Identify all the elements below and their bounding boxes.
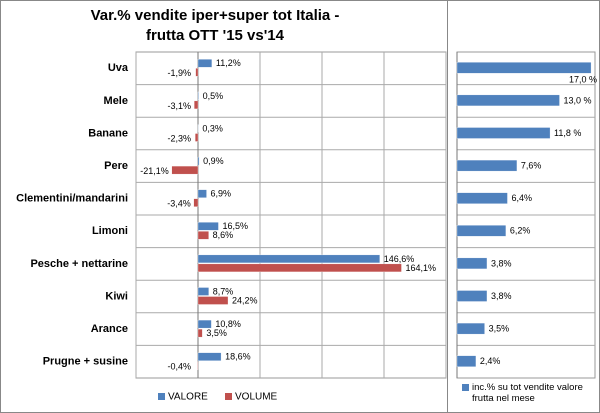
value-label: -0,4% xyxy=(167,362,191,372)
bar xyxy=(197,156,200,166)
value-label: 18,6% xyxy=(225,352,251,362)
value-label: 13,0 % xyxy=(564,95,592,105)
bar xyxy=(197,296,229,305)
legend-swatch xyxy=(158,393,165,400)
value-label: 0,9% xyxy=(203,156,224,166)
legend-label: VOLUME xyxy=(235,392,278,403)
bar xyxy=(197,287,209,296)
bar xyxy=(194,100,199,110)
category-label: Limoni xyxy=(92,225,128,237)
bar xyxy=(197,254,380,264)
bar xyxy=(456,257,488,270)
value-label: 6,2% xyxy=(510,226,531,236)
category-label: Kiwi xyxy=(105,290,128,302)
bar xyxy=(197,352,222,361)
value-label: 10,8% xyxy=(215,319,241,329)
value-label: 3,8% xyxy=(491,258,512,268)
category-label: Arance xyxy=(91,323,128,335)
category-label: Pere xyxy=(104,160,128,172)
value-label: 146,6% xyxy=(384,254,415,264)
value-label: 3,5% xyxy=(489,323,510,333)
category-label: Clementini/mandarini xyxy=(16,193,128,205)
bar xyxy=(197,59,213,68)
bar xyxy=(197,189,207,198)
bar xyxy=(197,231,209,240)
chart-title: frutta OTT '15 vs'14 xyxy=(146,27,285,44)
value-label: 3,8% xyxy=(491,291,512,301)
value-label: -3,1% xyxy=(167,101,191,111)
bar xyxy=(456,94,560,107)
legend: inc.% su tot vendite valore frutta nel m… xyxy=(472,382,583,404)
value-label: -21,1% xyxy=(140,166,169,176)
bar xyxy=(456,355,477,367)
bar xyxy=(195,68,199,77)
bar xyxy=(193,198,199,207)
category-label: Uva xyxy=(108,62,129,74)
bar xyxy=(197,328,203,338)
legend-label: VALORE xyxy=(168,392,208,403)
value-label: 3,5% xyxy=(206,328,227,338)
value-label: 8,7% xyxy=(213,286,234,296)
legend-swatch xyxy=(462,384,469,391)
value-label: 16,5% xyxy=(222,221,248,231)
bar xyxy=(456,192,508,204)
value-label: -1,9% xyxy=(167,68,191,78)
value-label: 2,4% xyxy=(480,356,501,366)
bar xyxy=(197,222,219,231)
value-label: -3,4% xyxy=(167,199,191,209)
value-label: 8,6% xyxy=(213,230,234,240)
bar xyxy=(456,159,518,172)
value-label: 0,5% xyxy=(203,91,224,101)
category-label: Banane xyxy=(88,127,128,139)
bar xyxy=(456,322,485,335)
value-label: 6,9% xyxy=(211,189,232,199)
bar xyxy=(456,62,592,74)
bar xyxy=(197,91,199,101)
value-label: 24,2% xyxy=(232,295,258,305)
bar xyxy=(171,165,199,175)
value-label: 6,4% xyxy=(511,193,532,203)
value-label: 164,1% xyxy=(405,263,436,273)
category-label: Prugne + susine xyxy=(43,356,128,368)
value-label: 11,2% xyxy=(216,58,241,68)
bar xyxy=(456,127,551,139)
value-label: 17,0 % xyxy=(569,75,597,85)
value-label: -2,3% xyxy=(167,133,191,143)
category-label: Mele xyxy=(104,95,128,107)
value-label: 0,3% xyxy=(202,123,223,133)
value-label: 11,8 % xyxy=(554,128,581,138)
bar xyxy=(456,290,488,302)
bar xyxy=(456,225,507,237)
chart-title: Var.% vendite iper+super tot Italia - xyxy=(91,7,340,24)
category-label: Pesche + nettarine xyxy=(30,258,128,270)
bar xyxy=(197,319,212,329)
value-label: 7,6% xyxy=(521,160,542,170)
bar xyxy=(197,263,402,273)
legend-swatch xyxy=(225,393,232,400)
bar xyxy=(194,133,199,142)
